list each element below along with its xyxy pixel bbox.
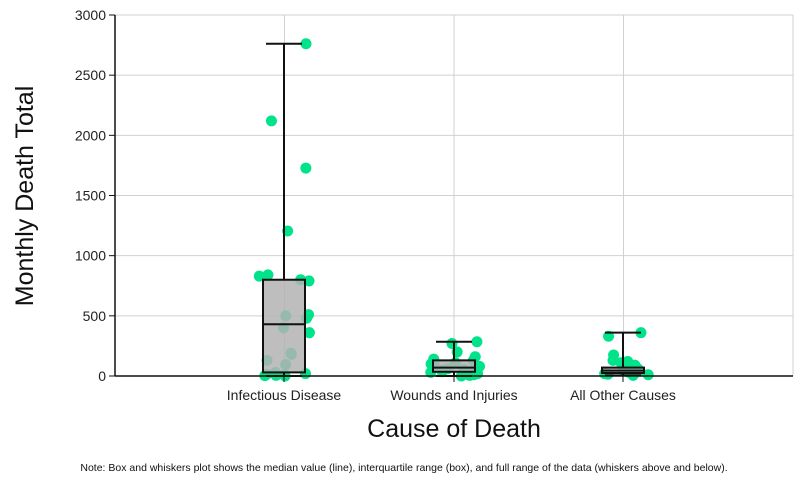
y-tick-label: 1000 (75, 248, 106, 264)
y-tick-label: 500 (83, 308, 107, 324)
data-point (262, 269, 274, 281)
iqr-box (262, 278, 306, 374)
y-tick: 0 (98, 368, 115, 384)
x-tick: All Other Causes (570, 376, 676, 403)
data-point (300, 162, 312, 174)
x-axis-title: Cause of Death (367, 415, 541, 443)
y-tick-label: 0 (98, 368, 106, 384)
y-tick: 3000 (75, 7, 115, 23)
data-point (303, 327, 315, 339)
axes: 0 500 1000 1500 2000 2500 3000 Infectious Disea… (75, 7, 793, 403)
grid-lines (115, 14, 794, 377)
y-tick: 2500 (75, 67, 115, 83)
iqr-box (432, 359, 476, 373)
y-tick: 1000 (75, 248, 115, 264)
data-point (471, 336, 483, 348)
x-tick-label: All Other Causes (570, 387, 676, 403)
y-tick: 500 (83, 308, 115, 324)
x-tick: Infectious Disease (227, 376, 342, 403)
y-tick: 1500 (75, 188, 115, 204)
data-point (303, 275, 315, 287)
x-tick: Wounds and Injuries (390, 376, 518, 403)
data-point (265, 115, 277, 127)
footnote: Note: Box and whiskers plot shows the me… (80, 462, 728, 474)
y-tick-label: 1500 (75, 188, 106, 204)
y-tick: 2000 (75, 127, 115, 143)
data-point (253, 270, 265, 282)
y-axis-title: Monthly Death Total (11, 86, 39, 307)
y-tick-label: 2000 (75, 127, 106, 143)
x-tick-label: Wounds and Injuries (390, 387, 517, 403)
y-tick-label: 2500 (75, 67, 106, 83)
data-point (642, 369, 654, 381)
x-tick-label: Infectious Disease (227, 387, 342, 403)
data-point (300, 38, 312, 50)
y-tick-label: 3000 (75, 7, 106, 23)
